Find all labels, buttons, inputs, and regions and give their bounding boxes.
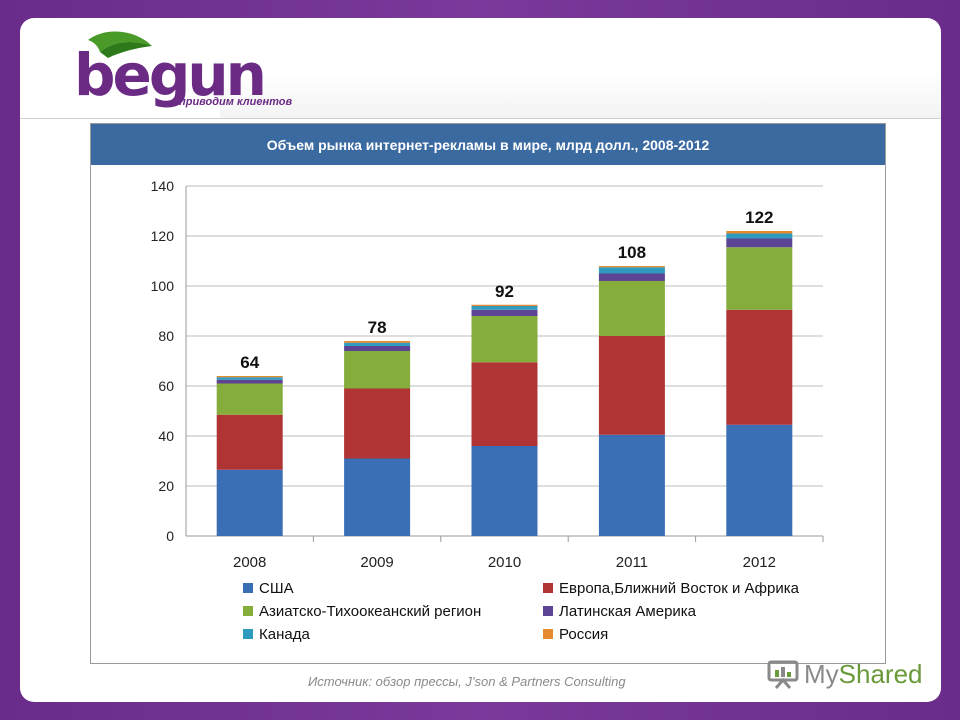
bar-2012-series-1: [726, 309, 793, 425]
bar-2012-series-4: [726, 233, 793, 239]
x-tick-label-2009: 2009: [360, 554, 393, 571]
bar-2011-series-5: [598, 266, 665, 268]
bar-2011-series-0: [598, 434, 665, 536]
bar-2008-series-3: [216, 379, 283, 384]
bar-2010-series-4: [471, 306, 538, 310]
total-label-2012: 122: [745, 208, 773, 227]
presentation-icon: [767, 660, 799, 689]
bar-2010-series-0: [471, 446, 538, 536]
total-label-2009: 78: [368, 318, 387, 337]
legend-label-3: Латинская Америка: [559, 603, 697, 620]
bar-2012-series-2: [726, 247, 793, 310]
legend-label-4: Канада: [259, 626, 310, 643]
total-label-2011: 108: [618, 243, 646, 262]
legend-swatch-4: [243, 629, 253, 639]
slide: begun приводим клиентов Объем рынка инте…: [20, 18, 941, 702]
bar-2009-series-0: [344, 458, 411, 536]
bar-2009-series-5: [344, 341, 411, 343]
bar-2009-series-2: [344, 351, 411, 389]
myshared-text: MyShared: [804, 659, 923, 690]
y-tick-label-140: 140: [151, 178, 175, 194]
source-note: Источник: обзор прессы, J’son & Partners…: [308, 674, 626, 689]
x-tick-label-2011: 2011: [616, 554, 648, 571]
legend-swatch-1: [543, 583, 553, 593]
x-tick-label-2012: 2012: [743, 554, 776, 571]
bar-2011-series-3: [598, 273, 665, 281]
y-tick-label-0: 0: [166, 528, 174, 544]
bar-2011-series-2: [598, 281, 665, 336]
x-tick-label-2010: 2010: [488, 554, 521, 571]
legend-label-5: Россия: [559, 626, 608, 643]
bar-2010-series-3: [471, 309, 538, 316]
legend-label-2: Азиатско-Тихоокеанский регион: [259, 603, 481, 620]
header-shade: [220, 73, 941, 118]
legend-swatch-3: [543, 606, 553, 616]
bar-2008-series-0: [216, 469, 283, 536]
bar-2010-series-2: [471, 316, 538, 363]
y-tick-label-100: 100: [151, 278, 175, 294]
myshared-watermark: MyShared: [766, 656, 923, 692]
bar-2010-series-1: [471, 362, 538, 446]
bar-2009-series-1: [344, 388, 411, 459]
y-tick-label-120: 120: [151, 228, 175, 244]
legend-label-1: Европа,Ближний Восток и Африка: [559, 580, 800, 597]
header-divider: [20, 118, 941, 119]
legend-label-0: США: [259, 580, 294, 597]
bar-2008-series-4: [216, 377, 283, 380]
y-tick-label-80: 80: [158, 328, 174, 344]
total-label-2010: 92: [495, 282, 514, 301]
bar-2012-series-5: [726, 231, 793, 234]
leaf-icon: [88, 31, 152, 58]
legend-swatch-2: [243, 606, 253, 616]
bar-2012-series-0: [726, 424, 793, 536]
y-tick-label-20: 20: [158, 478, 174, 494]
logo-tagline: приводим клиентов: [179, 96, 293, 108]
logo-text: begun: [74, 41, 267, 109]
legend-swatch-5: [543, 629, 553, 639]
bar-2008-series-5: [216, 376, 283, 378]
y-tick-label-60: 60: [158, 378, 174, 394]
bar-2010-series-5: [471, 304, 538, 306]
chart-container: Объем рынка интернет-рекламы в мире, млр…: [90, 123, 886, 664]
legend-swatch-0: [243, 583, 253, 593]
bar-2008-series-1: [216, 414, 283, 470]
x-tick-label-2008: 2008: [233, 554, 266, 571]
myshared-prefix: My: [804, 658, 839, 689]
y-tick-label-40: 40: [158, 428, 174, 444]
myshared-suffix: Shared: [838, 658, 923, 689]
total-label-2008: 64: [240, 353, 259, 372]
bar-2011-series-4: [598, 267, 665, 274]
bar-2011-series-1: [598, 336, 665, 435]
begun-logo: begun приводим клиентов: [74, 30, 334, 120]
bar-2009-series-4: [344, 342, 411, 346]
stacked-bar-chart: 0 20 40 60 80 100 120 140 64 2008 78 2009 92 2010 108 2…: [151, 178, 824, 643]
bar-2009-series-3: [344, 346, 411, 351]
bar-2012-series-3: [726, 238, 793, 248]
chart-title: Объем рынка интернет-рекламы в мире, млр…: [91, 124, 885, 165]
bar-2008-series-2: [216, 383, 283, 415]
